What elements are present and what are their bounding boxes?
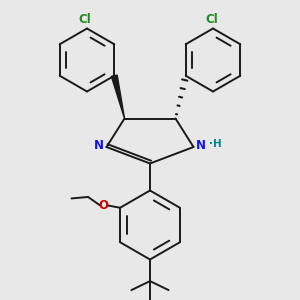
Text: N: N xyxy=(94,139,104,152)
Text: ·H: ·H xyxy=(209,139,222,149)
Text: N: N xyxy=(196,139,206,152)
Polygon shape xyxy=(111,75,124,118)
Text: O: O xyxy=(99,199,109,212)
Text: Cl: Cl xyxy=(78,13,91,26)
Text: Cl: Cl xyxy=(205,13,218,26)
